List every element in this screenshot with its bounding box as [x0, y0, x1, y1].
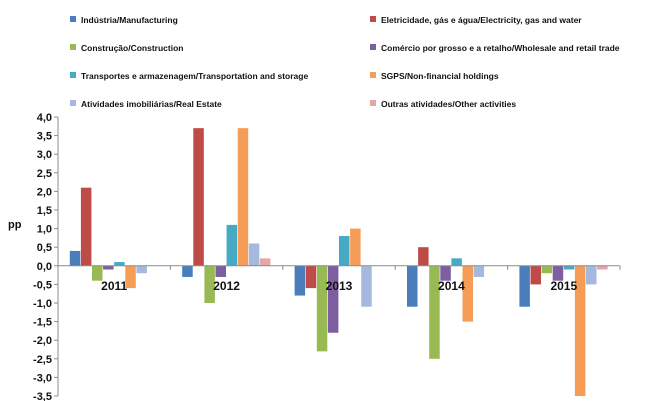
bar — [80, 187, 92, 266]
bar — [69, 250, 81, 266]
bar — [361, 265, 372, 307]
legend-swatch — [370, 16, 376, 22]
bars — [69, 128, 608, 396]
bar — [193, 128, 204, 266]
y-tick-label: 3,5 — [37, 131, 52, 143]
y-tick-label: -2,5 — [33, 354, 52, 366]
legend-label: Eletricidade, gás e água/Electricity, ga… — [381, 15, 582, 25]
bar — [103, 265, 114, 270]
legend-label: Comércio por grosso e a retalho/Wholesal… — [381, 43, 620, 53]
bar — [182, 265, 193, 277]
x-category-label: 2015 — [550, 279, 577, 293]
x-category-label: 2013 — [326, 279, 353, 293]
y-tick-label: -1,5 — [33, 317, 52, 329]
bar — [226, 224, 238, 266]
y-tick-label: -0,5 — [33, 279, 52, 291]
bar — [462, 265, 473, 322]
legend-swatch — [370, 44, 376, 50]
bar — [316, 265, 328, 352]
bar — [215, 265, 226, 277]
legend-swatch — [70, 72, 76, 78]
y-axis: 4,0 3,5 3,0 2,5 2,0 1,5 1,0 0,5 0,0 -0,5 -1,0 -1,5 -… — [33, 112, 59, 401]
bar — [294, 265, 306, 296]
bar — [552, 265, 564, 281]
legend: Indústria/Manufacturing Eletricidade, gás… — [70, 15, 620, 109]
bar — [597, 265, 608, 270]
y-tick-label: -3,0 — [33, 372, 52, 384]
y-tick-label: -3,5 — [33, 391, 52, 401]
y-tick-label: 0,5 — [37, 242, 52, 254]
x-axis: 2011 2012 2013 2014 2015 — [57, 265, 621, 293]
y-tick-label: 2,0 — [37, 186, 52, 198]
legend-swatch — [370, 72, 376, 78]
bar — [418, 247, 429, 266]
bar — [327, 265, 339, 333]
y-tick-label: 0,0 — [37, 261, 52, 273]
bar — [125, 265, 136, 289]
x-category-label: 2011 — [101, 279, 127, 293]
bar — [259, 258, 271, 266]
legend-label: Construção/Construction — [81, 43, 183, 53]
legend-label: Outras atividades/Other activities — [381, 99, 516, 109]
y-tick-label: -1,0 — [33, 298, 52, 310]
x-category-label: 2014 — [438, 279, 465, 293]
legend-swatch — [370, 100, 376, 106]
bar — [586, 265, 597, 285]
bar — [473, 265, 485, 277]
bar — [407, 265, 418, 307]
bar — [563, 265, 575, 270]
bar — [237, 128, 249, 266]
bar — [136, 265, 147, 274]
legend-label: Atividades imobiliárias/Real Estate — [81, 99, 222, 109]
y-tick-label: 1,0 — [37, 224, 52, 236]
bar — [530, 265, 541, 285]
bar — [339, 236, 350, 266]
y-tick-label: 3,0 — [37, 149, 52, 161]
y-tick-label: 4,0 — [37, 112, 52, 124]
legend-label: SGPS/Non-financial holdings — [381, 71, 499, 81]
y-tick-label: 1,5 — [37, 205, 52, 217]
bar — [204, 265, 215, 303]
bar — [519, 265, 530, 307]
bar — [248, 243, 260, 266]
legend-swatch — [70, 16, 76, 22]
legend-swatch — [70, 100, 76, 106]
bar — [541, 265, 553, 274]
bar — [305, 265, 317, 289]
y-axis-label: pp — [8, 219, 22, 231]
legend-label: Transportes e armazenagem/Transportation… — [81, 71, 308, 81]
bar — [429, 265, 440, 359]
bar — [92, 265, 103, 281]
bar — [451, 258, 462, 266]
legend-label: Indústria/Manufacturing — [81, 15, 178, 25]
legend-swatch — [70, 44, 76, 50]
bar — [350, 228, 361, 266]
bar — [574, 265, 586, 396]
x-category-label: 2012 — [213, 279, 240, 293]
bar — [440, 265, 451, 281]
y-tick-label: -2,0 — [33, 335, 52, 347]
y-tick-label: 2,5 — [37, 168, 52, 180]
bar — [114, 262, 125, 266]
